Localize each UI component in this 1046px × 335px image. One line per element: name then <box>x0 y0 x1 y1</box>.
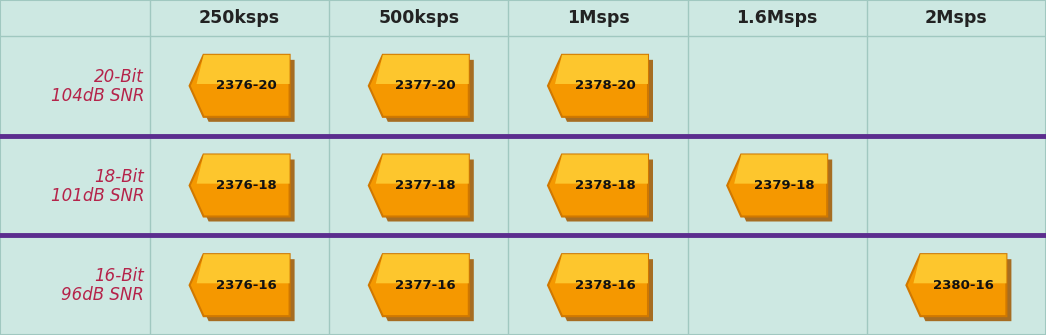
Text: 500ksps: 500ksps <box>379 9 459 27</box>
Polygon shape <box>548 55 649 117</box>
Polygon shape <box>197 55 290 84</box>
Text: 20-Bit: 20-Bit <box>94 68 144 86</box>
Text: 2Msps: 2Msps <box>925 9 987 27</box>
Polygon shape <box>197 254 290 283</box>
Polygon shape <box>369 154 469 216</box>
Text: 1Msps: 1Msps <box>567 9 630 27</box>
Polygon shape <box>555 55 649 84</box>
Polygon shape <box>369 254 469 316</box>
Polygon shape <box>195 259 295 321</box>
Text: 2380-16: 2380-16 <box>933 279 994 292</box>
Polygon shape <box>195 60 295 122</box>
Polygon shape <box>189 254 290 316</box>
Polygon shape <box>548 254 649 316</box>
Text: 16-Bit: 16-Bit <box>94 267 144 285</box>
Polygon shape <box>369 55 469 117</box>
Polygon shape <box>913 254 1006 283</box>
Polygon shape <box>732 159 833 221</box>
Text: 2378-20: 2378-20 <box>574 79 635 92</box>
Text: 2377-16: 2377-16 <box>395 279 456 292</box>
Text: 2376-20: 2376-20 <box>217 79 277 92</box>
Text: 101dB SNR: 101dB SNR <box>50 187 144 204</box>
Polygon shape <box>189 55 290 117</box>
Text: 2379-18: 2379-18 <box>754 179 815 192</box>
Text: 2377-20: 2377-20 <box>395 79 456 92</box>
Polygon shape <box>553 60 653 122</box>
Text: 1.6Msps: 1.6Msps <box>736 9 818 27</box>
Text: 96dB SNR: 96dB SNR <box>62 286 144 304</box>
Polygon shape <box>373 159 474 221</box>
Polygon shape <box>195 159 295 221</box>
Polygon shape <box>907 254 1006 316</box>
Polygon shape <box>911 259 1011 321</box>
Text: 18-Bit: 18-Bit <box>94 168 144 186</box>
Polygon shape <box>189 154 290 216</box>
Polygon shape <box>373 259 474 321</box>
Text: 2376-18: 2376-18 <box>217 179 277 192</box>
Polygon shape <box>734 154 827 184</box>
Polygon shape <box>727 154 827 216</box>
Text: 2377-18: 2377-18 <box>395 179 456 192</box>
Polygon shape <box>376 154 469 184</box>
Text: 250ksps: 250ksps <box>199 9 280 27</box>
Polygon shape <box>555 154 649 184</box>
Polygon shape <box>553 159 653 221</box>
Text: 2376-16: 2376-16 <box>217 279 277 292</box>
Text: 2378-16: 2378-16 <box>574 279 635 292</box>
Polygon shape <box>555 254 649 283</box>
Polygon shape <box>548 154 649 216</box>
Polygon shape <box>553 259 653 321</box>
Text: 104dB SNR: 104dB SNR <box>50 87 144 105</box>
Polygon shape <box>373 60 474 122</box>
Polygon shape <box>376 55 469 84</box>
Polygon shape <box>197 154 290 184</box>
Text: 2378-18: 2378-18 <box>574 179 635 192</box>
Polygon shape <box>376 254 469 283</box>
